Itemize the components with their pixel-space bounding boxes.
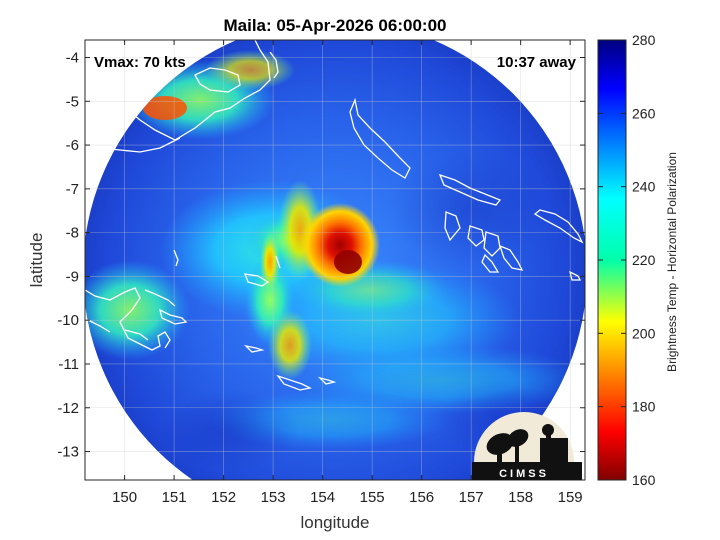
grid-lines	[85, 40, 585, 480]
y-tick-label: -8	[66, 225, 79, 242]
colorbar-tick-label: 260	[632, 105, 656, 121]
time-away-annotation: 10:37 away	[497, 54, 577, 71]
colorbar-tick-label: 160	[632, 472, 656, 488]
x-axis-ticks: 150 151 152 153 154 155 156 157 158 159	[112, 40, 583, 506]
y-tick-label: -6	[66, 137, 79, 154]
y-tick-label: -12	[57, 400, 79, 417]
y-tick-label: -7	[66, 181, 79, 198]
y-tick-label: -9	[66, 268, 79, 285]
y-axis-label: latitude	[27, 233, 46, 288]
brightness-temp-swath	[85, 40, 585, 480]
x-tick-label: 156	[409, 489, 434, 506]
y-tick-label: -10	[57, 312, 79, 329]
x-tick-label: 152	[211, 489, 236, 506]
x-tick-label: 157	[459, 489, 484, 506]
x-axis-label: longitude	[300, 513, 369, 532]
colorbar-tick-label: 220	[632, 252, 656, 268]
cimss-logo: CIMSS	[472, 412, 582, 480]
y-tick-label: -11	[58, 356, 79, 373]
colorbar-tick-label: 240	[632, 179, 656, 195]
x-tick-label: 151	[162, 489, 187, 506]
y-tick-label: -5	[66, 93, 79, 110]
plot-title: Maila: 05-Apr-2026 06:00:00	[223, 16, 446, 35]
x-tick-label: 155	[360, 489, 385, 506]
axes-frame	[84, 39, 586, 481]
colorbar-tick-label: 180	[632, 399, 656, 415]
x-tick-label: 158	[508, 489, 533, 506]
vmax-annotation: Vmax: 70 kts	[94, 54, 186, 71]
colorbar-label: Brightness Temp - Horizontal Polarizatio…	[665, 152, 679, 372]
y-tick-label: -4	[66, 50, 79, 67]
y-tick-label: -13	[57, 444, 79, 461]
cimss-logo-text: CIMSS	[499, 468, 549, 480]
colorbar-ticks: 280 260 240 220 200 180 160	[598, 32, 656, 488]
x-tick-label: 159	[558, 489, 583, 506]
x-tick-label: 150	[112, 489, 137, 506]
x-tick-label: 154	[310, 489, 335, 506]
colorbar-tick-label: 200	[632, 325, 656, 341]
x-tick-label: 153	[261, 489, 286, 506]
y-axis-ticks: -4 -5 -6 -7 -8 -9 -10 -11 -12 -13	[57, 50, 585, 461]
colorbar-tick-label: 280	[632, 32, 656, 48]
